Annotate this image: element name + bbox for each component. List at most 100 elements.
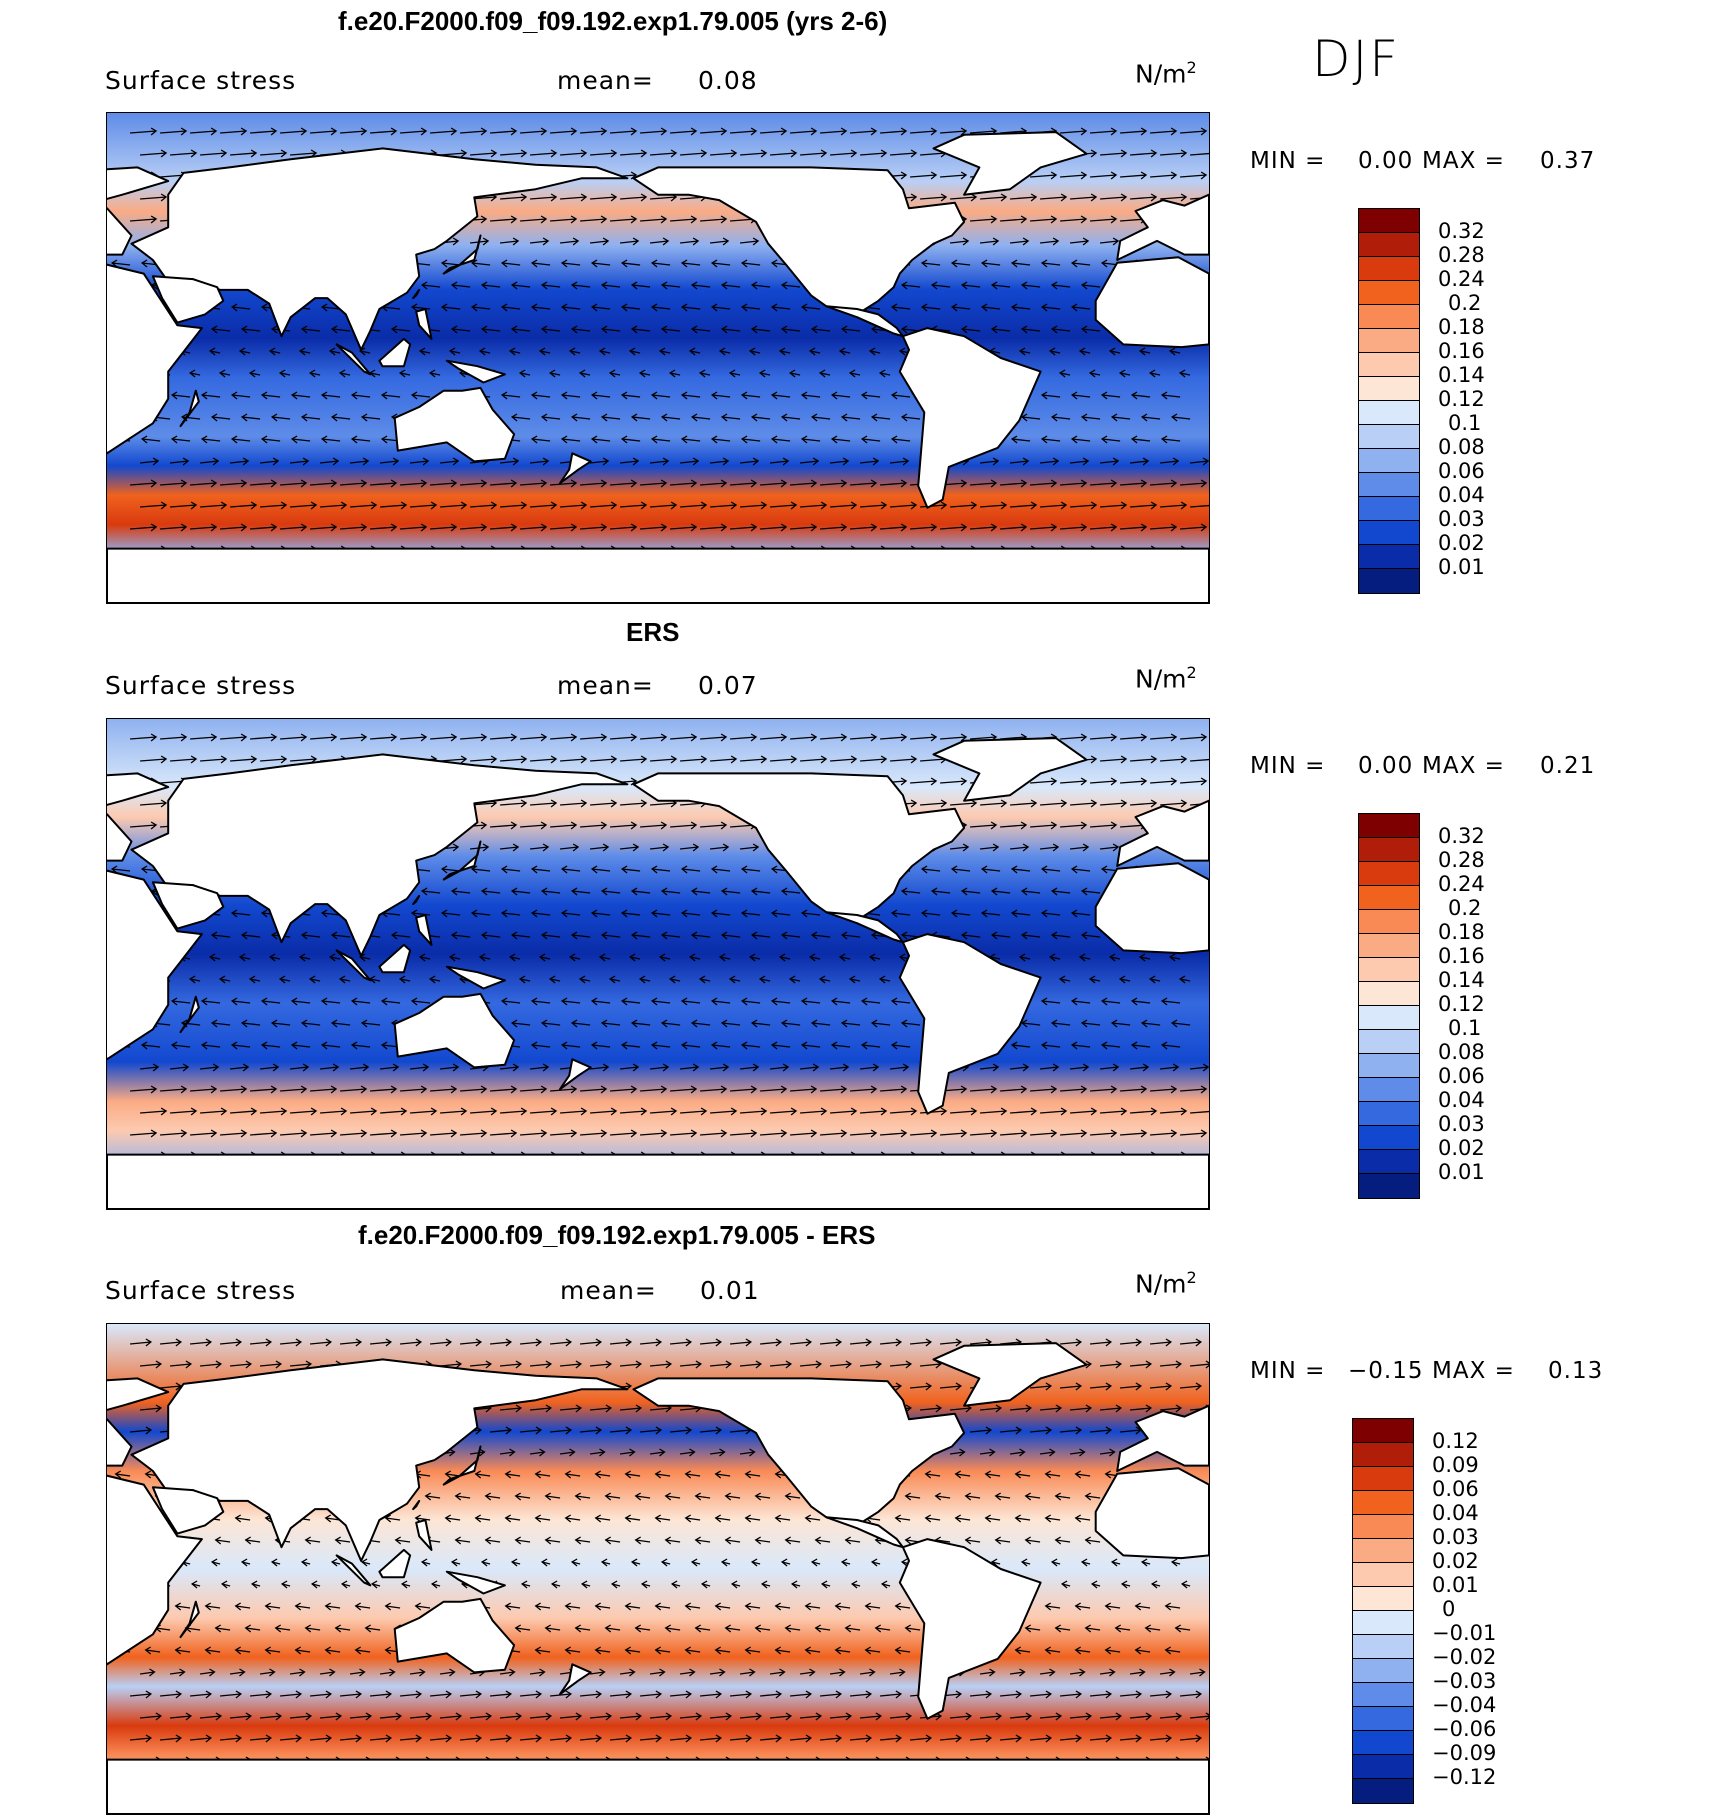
- wind-arrow: [610, 1085, 638, 1094]
- wind-arrow: [440, 1712, 463, 1721]
- wind-arrow: [980, 237, 1000, 246]
- wind-arrow: [530, 501, 558, 510]
- wind-arrow: [564, 1470, 581, 1479]
- colorbar-tick-label: 0.14: [1438, 363, 1485, 387]
- wind-arrow: [634, 1624, 651, 1633]
- wind-arrow: [790, 523, 818, 532]
- wind-arrow: [804, 1602, 821, 1611]
- wind-arrow: [710, 1668, 726, 1677]
- wind-arrow: [730, 1734, 753, 1743]
- wind-arrow: [510, 931, 531, 940]
- wind-arrow: [860, 997, 881, 1006]
- colorbar-swatch: [1359, 1174, 1419, 1198]
- wind-arrow: [684, 1602, 701, 1611]
- wind-arrow: [1070, 1063, 1090, 1072]
- wind-arrow: [770, 1668, 786, 1677]
- wind-arrow: [1120, 733, 1148, 742]
- wind-arrow: [420, 1558, 431, 1567]
- wind-arrow: [290, 1107, 318, 1116]
- wind-arrow: [310, 1580, 321, 1589]
- wind-arrow: [340, 1129, 368, 1138]
- wind-arrow: [300, 931, 321, 940]
- wind-arrow: [140, 149, 168, 158]
- wind-arrow: [160, 1085, 188, 1094]
- wind-arrow: [714, 1602, 731, 1611]
- wind-arrow: [1140, 413, 1161, 422]
- wind-arrow: [1010, 799, 1038, 808]
- coastline: [107, 263, 203, 455]
- wind-arrow: [360, 413, 381, 422]
- wind-arrow: [218, 369, 231, 378]
- wind-arrow: [804, 1514, 821, 1523]
- wind-arrow: [820, 1690, 843, 1699]
- wind-arrow: [200, 1360, 223, 1369]
- units-base: N/m: [1135, 59, 1187, 89]
- wind-arrow: [1150, 127, 1178, 136]
- colorbar-swatch: [1359, 1102, 1419, 1126]
- colorbar-tick-label: 0.32: [1438, 219, 1485, 243]
- wind-arrow: [170, 1712, 193, 1721]
- wind-arrow: [230, 391, 251, 400]
- wind-arrow: [530, 193, 558, 202]
- wind-arrow: [640, 1734, 663, 1743]
- wind-arrow: [740, 755, 768, 764]
- wind-arrow: [544, 1536, 561, 1545]
- wind-arrow: [620, 457, 640, 466]
- wind-arrow: [290, 435, 311, 444]
- wind-arrow: [420, 887, 441, 896]
- wind-arrow: [560, 391, 581, 400]
- wind-arrow: [970, 1426, 993, 1435]
- wind-arrow: [670, 1426, 693, 1435]
- coastline: [151, 275, 225, 324]
- wind-arrow: [274, 1624, 291, 1633]
- wind-arrow: [900, 281, 921, 290]
- wind-arrow: [1020, 413, 1041, 422]
- wind-arrow: [1108, 347, 1121, 356]
- wind-arrow: [250, 1580, 261, 1589]
- wind-arrow: [140, 1668, 156, 1677]
- wind-arrow: [160, 1129, 188, 1138]
- wind-arrow: [170, 1360, 193, 1369]
- wind-arrow: [814, 1536, 831, 1545]
- wind-arrow: [1020, 931, 1041, 940]
- wind-arrow: [1130, 755, 1158, 764]
- wind-arrow: [1030, 1690, 1053, 1699]
- wind-arrow: [280, 1085, 308, 1094]
- wind-arrow: [844, 1536, 861, 1545]
- panel-2-max-value: 0.21: [1540, 753, 1596, 779]
- wind-arrow: [500, 1448, 516, 1457]
- wind-arrow: [800, 997, 821, 1006]
- wind-arrow: [470, 909, 491, 918]
- wind-arrow: [950, 259, 971, 268]
- wind-arrow: [680, 435, 701, 444]
- wind-arrow: [890, 1712, 913, 1721]
- wind-arrow: [1190, 1360, 1209, 1369]
- colorbar-swatch: [1359, 257, 1419, 281]
- wind-arrow: [510, 887, 531, 896]
- wind-arrow: [700, 523, 728, 532]
- wind-arrow: [850, 127, 878, 136]
- wind-arrow: [980, 909, 1001, 918]
- wind-arrow: [500, 501, 528, 510]
- wind-arrow: [440, 1063, 460, 1072]
- wind-arrow: [330, 1019, 351, 1028]
- wind-arrow: [580, 1129, 608, 1138]
- wind-arrow: [350, 997, 371, 1006]
- colorbar-swatch: [1353, 1563, 1413, 1587]
- wind-arrow: [310, 1129, 338, 1138]
- wind-arrow: [590, 1668, 606, 1677]
- colorbar-swatch: [1359, 377, 1419, 401]
- wind-arrow: [1164, 1602, 1181, 1611]
- colorbar-swatch: [1359, 982, 1419, 1006]
- wind-arrow: [520, 1338, 543, 1347]
- wind-arrow: [904, 1492, 921, 1501]
- wind-arrow: [850, 1734, 873, 1743]
- coastline: [442, 840, 482, 881]
- panel-3-colorbar-ticks: 0.12 0.09 0.06 0.04 0.03 0.02 0.01 0 −0.01 −0.02−…: [1432, 1418, 1552, 1802]
- wind-arrow: [740, 1041, 761, 1050]
- wind-arrow: [730, 1580, 741, 1589]
- colorbar-swatch: [1359, 425, 1419, 449]
- wind-arrow: [1050, 887, 1071, 896]
- wind-arrow: [520, 821, 548, 830]
- wind-arrow: [1084, 1624, 1101, 1633]
